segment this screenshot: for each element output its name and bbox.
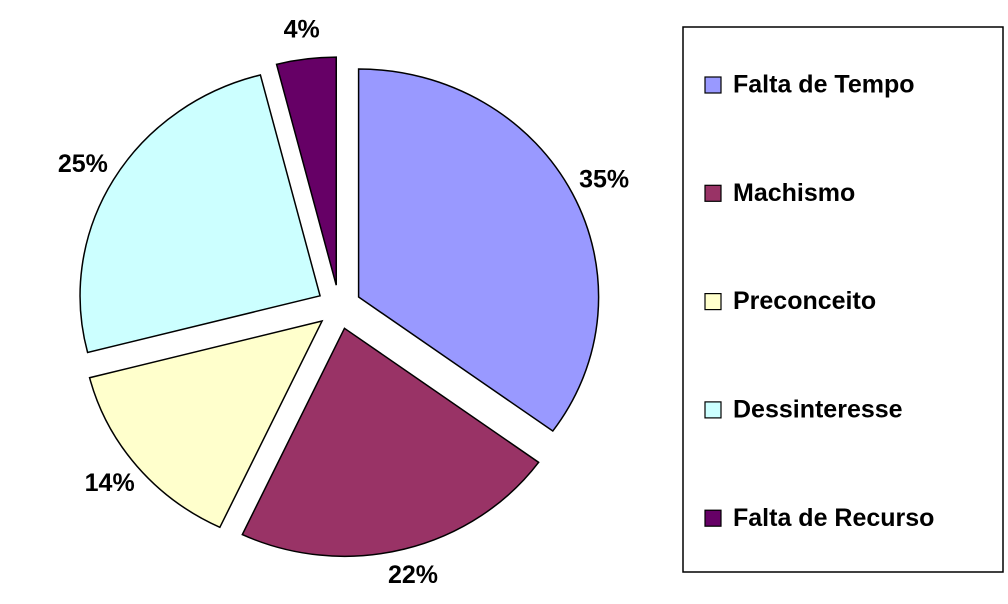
- legend-swatch: [704, 401, 722, 419]
- data-label: 35%: [579, 165, 629, 193]
- legend-swatch: [704, 293, 722, 311]
- pie-slice: [241, 327, 540, 558]
- legend-label: Preconceito: [733, 287, 876, 315]
- legend-label: Machismo: [733, 179, 855, 207]
- pie-slice: [357, 68, 600, 433]
- legend-swatch: [704, 76, 722, 94]
- pie-slice: [275, 56, 337, 286]
- data-label: 4%: [284, 16, 320, 44]
- legend-swatch: [704, 509, 722, 527]
- legend-label: Falta de Tempo: [733, 71, 915, 99]
- legend-box: [682, 26, 1004, 573]
- data-label: 22%: [388, 561, 438, 589]
- legend-label: Falta de Recurso: [733, 504, 934, 532]
- legend-swatch: [704, 184, 722, 202]
- pie-slice: [79, 74, 321, 354]
- legend-label: Dessinteresse: [733, 396, 903, 424]
- data-label: 14%: [85, 469, 135, 497]
- pie-slice: [88, 319, 324, 529]
- data-label: 25%: [58, 150, 108, 178]
